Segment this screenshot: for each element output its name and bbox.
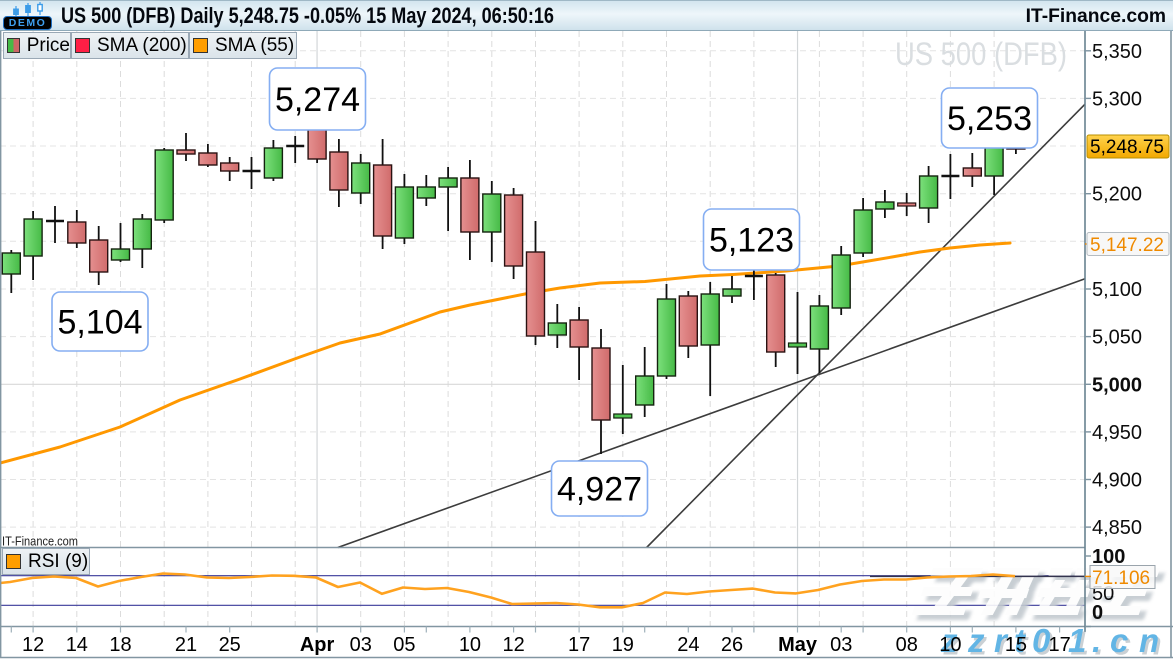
svg-text:21: 21 bbox=[175, 634, 197, 656]
svg-text:18: 18 bbox=[109, 634, 131, 656]
svg-text:IT-Finance.com: IT-Finance.com bbox=[2, 535, 78, 549]
svg-text:1: 1 bbox=[1068, 622, 1086, 659]
svg-text:05: 05 bbox=[393, 634, 415, 656]
svg-text:0: 0 bbox=[1092, 602, 1103, 624]
svg-text:5,000: 5,000 bbox=[1092, 374, 1142, 396]
svg-text:.: . bbox=[1095, 625, 1104, 660]
svg-text:5,123: 5,123 bbox=[709, 222, 794, 260]
svg-text:0: 0 bbox=[1032, 622, 1051, 659]
svg-text:03: 03 bbox=[830, 634, 852, 656]
svg-text:08: 08 bbox=[896, 634, 918, 656]
svg-text:5,200: 5,200 bbox=[1092, 184, 1142, 206]
svg-text:z: z bbox=[943, 625, 961, 660]
svg-text:5,248.75: 5,248.75 bbox=[1090, 137, 1164, 158]
svg-text:12: 12 bbox=[502, 634, 524, 656]
svg-text:4,850: 4,850 bbox=[1092, 517, 1142, 539]
svg-text:.: . bbox=[1092, 622, 1101, 659]
svg-text:71.106: 71.106 bbox=[1092, 568, 1150, 589]
svg-text:24: 24 bbox=[677, 634, 699, 656]
svg-text:5,050: 5,050 bbox=[1092, 327, 1142, 349]
svg-text:t: t bbox=[1017, 625, 1030, 660]
svg-text:5,104: 5,104 bbox=[57, 304, 142, 342]
svg-text:c: c bbox=[1113, 625, 1131, 660]
svg-text:5,350: 5,350 bbox=[1092, 41, 1142, 63]
svg-text:5,274: 5,274 bbox=[275, 81, 360, 119]
svg-text:4,900: 4,900 bbox=[1092, 470, 1142, 492]
svg-text:19: 19 bbox=[612, 634, 634, 656]
svg-text:12: 12 bbox=[22, 634, 44, 656]
svg-text:25: 25 bbox=[219, 634, 241, 656]
svg-text:10: 10 bbox=[939, 634, 961, 656]
svg-text:0: 0 bbox=[1035, 625, 1054, 660]
svg-text:5,253: 5,253 bbox=[947, 100, 1032, 138]
svg-text:May: May bbox=[778, 634, 818, 656]
svg-text:5,300: 5,300 bbox=[1092, 88, 1142, 110]
svg-text:4,950: 4,950 bbox=[1092, 422, 1142, 444]
svg-text:26: 26 bbox=[721, 634, 743, 656]
svg-text:10: 10 bbox=[459, 634, 481, 656]
svg-text:15: 15 bbox=[1005, 634, 1027, 656]
svg-text:r: r bbox=[994, 622, 1009, 659]
svg-text:5,147.22: 5,147.22 bbox=[1090, 235, 1164, 256]
svg-text:17: 17 bbox=[1048, 634, 1070, 656]
svg-text:4,927: 4,927 bbox=[557, 471, 642, 509]
svg-text:c: c bbox=[1110, 622, 1128, 659]
svg-text:n: n bbox=[1139, 622, 1159, 659]
svg-text:Apr: Apr bbox=[300, 634, 335, 656]
svg-text:1: 1 bbox=[1071, 625, 1089, 660]
svg-text:17: 17 bbox=[568, 634, 590, 656]
svg-text:t: t bbox=[1014, 622, 1027, 659]
svg-text:z: z bbox=[967, 622, 985, 659]
svg-text:US 500 (DFB): US 500 (DFB) bbox=[895, 36, 1067, 72]
svg-text:r: r bbox=[997, 625, 1012, 660]
svg-text:03: 03 bbox=[350, 634, 372, 656]
svg-text:n: n bbox=[1142, 625, 1162, 660]
svg-text:5,100: 5,100 bbox=[1092, 279, 1142, 301]
svg-text:14: 14 bbox=[66, 634, 88, 656]
svg-text:100: 100 bbox=[1092, 546, 1125, 568]
svg-text:z: z bbox=[970, 625, 988, 660]
svg-text:z: z bbox=[940, 622, 958, 659]
